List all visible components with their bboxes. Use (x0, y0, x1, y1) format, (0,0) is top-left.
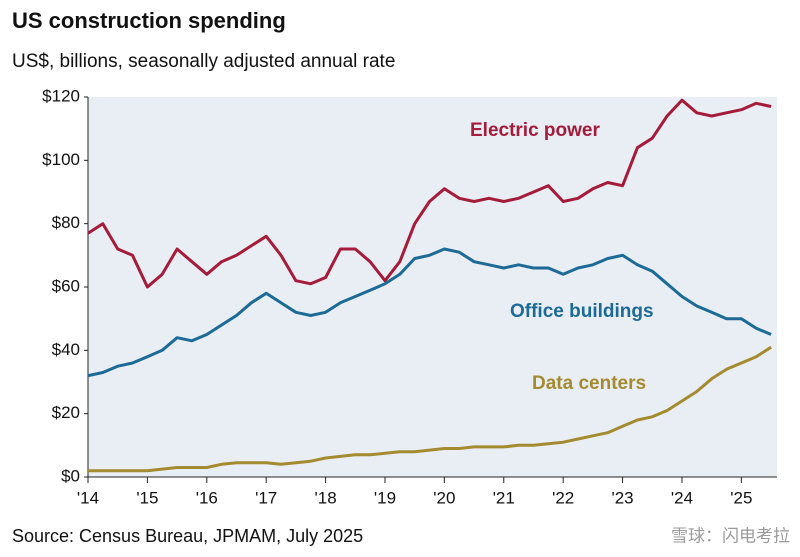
x-tick-label: '22 (552, 488, 574, 507)
x-tick-label: '24 (671, 488, 693, 507)
series-line (87, 98, 772, 289)
chart-title: US construction spending (12, 8, 286, 33)
series-label: Data centers (532, 373, 646, 394)
x-tick-label: '20 (433, 488, 455, 507)
x-tick-label: '19 (374, 488, 396, 507)
y-tick-label: $0 (61, 466, 80, 485)
x-tick-label: '15 (136, 488, 158, 507)
series-label: Office buildings (510, 301, 654, 322)
source: Source: Census Bureau, JPMAM, July 2025 (12, 526, 363, 546)
y-tick-label: $100 (42, 150, 80, 169)
y-tick-label: $120 (42, 86, 80, 105)
watermark: 雪球：闪电考拉 (671, 526, 790, 545)
plot-area (88, 97, 777, 477)
y-tick-label: $60 (52, 276, 80, 295)
y-tick-label: $80 (52, 213, 80, 232)
y-tick-label: $20 (52, 403, 80, 422)
series-line (87, 247, 772, 378)
y-tick-label: $40 (52, 340, 80, 359)
x-tick-label: '14 (77, 488, 99, 507)
series-line (88, 345, 772, 473)
series-label: Electric power (470, 120, 600, 141)
chart-subtitle: US$, billions, seasonally adjusted annua… (12, 51, 395, 72)
x-tick-label: '21 (493, 488, 515, 507)
x-tick-label: '18 (315, 488, 337, 507)
x-tick-label: '23 (611, 488, 633, 507)
x-tick-label: '17 (255, 488, 277, 507)
x-tick-label: '25 (730, 488, 752, 507)
x-tick-label: '16 (196, 488, 218, 507)
